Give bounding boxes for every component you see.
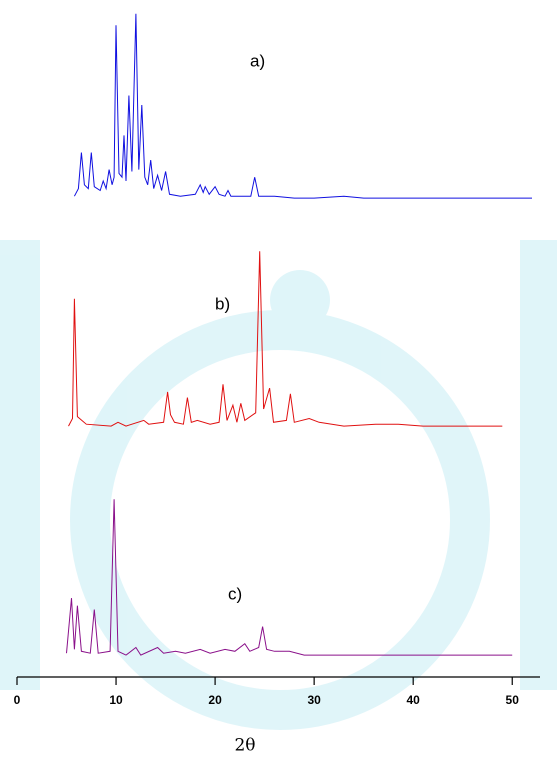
watermark (0, 240, 557, 730)
x-tick-label: 20 (208, 693, 222, 707)
x-tick-label: 0 (14, 693, 21, 707)
x-tick-label: 10 (109, 693, 123, 707)
x-tick-label: 30 (307, 693, 321, 707)
x-axis-title: 2θ (234, 736, 255, 756)
trace (73, 13, 532, 199)
series-label: b) (215, 294, 230, 313)
x-tick-label: 40 (407, 693, 421, 707)
series-label: a) (250, 51, 265, 70)
trace (68, 251, 503, 427)
trace (66, 499, 513, 656)
series-label: c) (228, 584, 242, 603)
x-tick-label: 50 (506, 693, 520, 707)
